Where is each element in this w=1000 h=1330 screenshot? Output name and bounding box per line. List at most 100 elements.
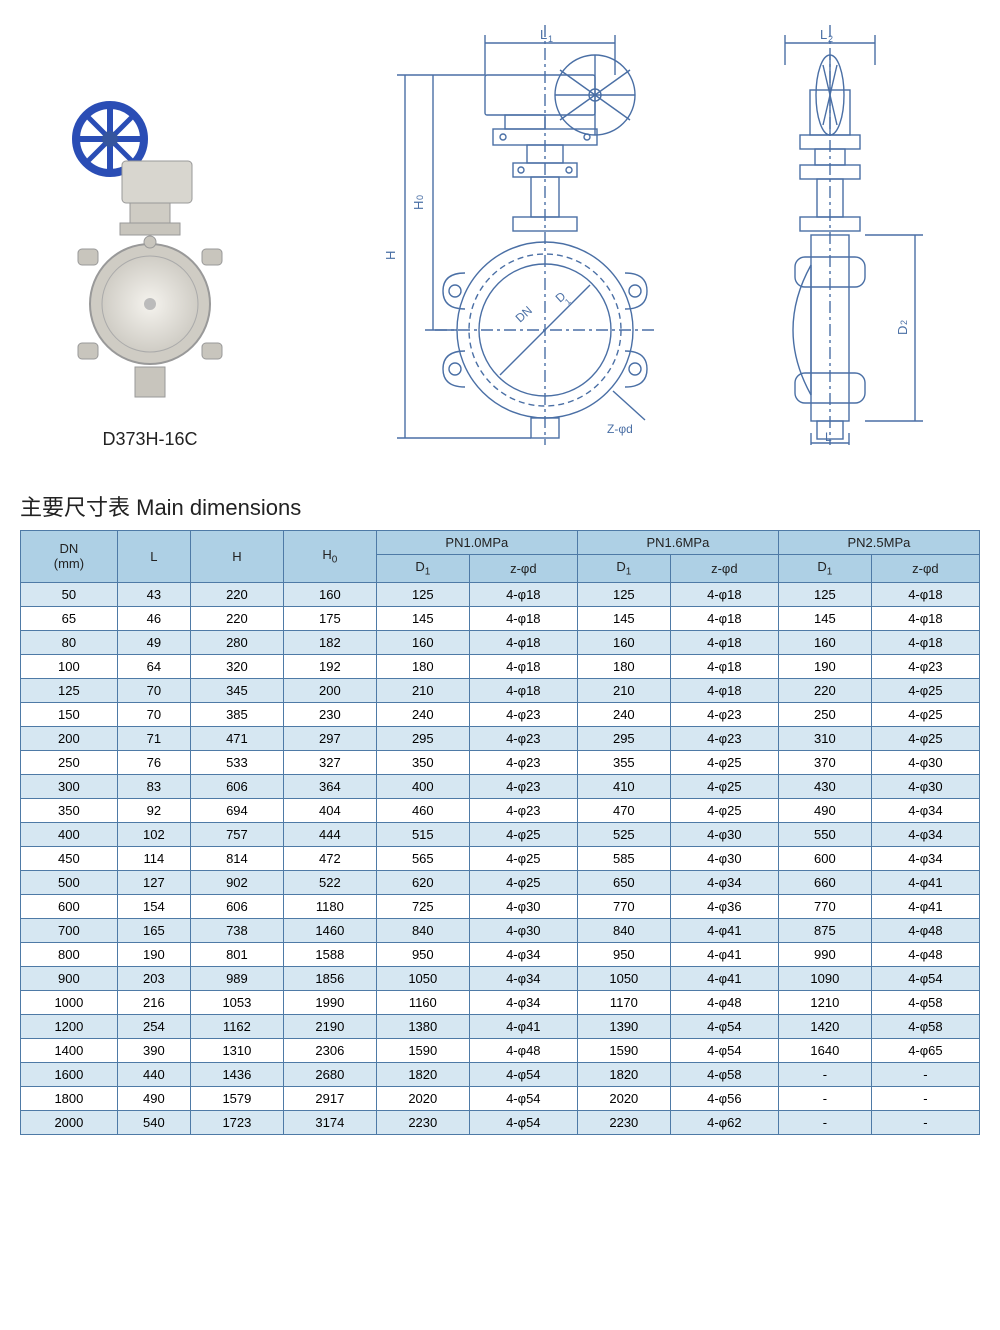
table-cell: 1090 (778, 966, 871, 990)
table-cell: 4-φ34 (469, 990, 577, 1014)
table-cell: 43 (117, 582, 190, 606)
table-cell: 565 (376, 846, 469, 870)
table-cell: 444 (283, 822, 376, 846)
table-cell: - (778, 1086, 871, 1110)
product-column: D373H-16C (20, 20, 280, 450)
svg-text:1: 1 (563, 296, 573, 306)
table-cell: 660 (778, 870, 871, 894)
table-cell: 1590 (577, 1038, 670, 1062)
table-cell: 770 (577, 894, 670, 918)
table-cell: 990 (778, 942, 871, 966)
table-cell: 4-φ25 (670, 774, 778, 798)
table-cell: 1380 (376, 1014, 469, 1038)
table-cell: 2020 (577, 1086, 670, 1110)
table-cell: 4-φ58 (871, 1014, 979, 1038)
table-row: 60015460611807254-φ307704-φ367704-φ41 (21, 894, 980, 918)
table-cell: 125 (577, 582, 670, 606)
svg-text:H: H (411, 201, 426, 210)
table-cell: 4-φ41 (670, 918, 778, 942)
table-cell: 757 (190, 822, 283, 846)
table-cell: 370 (778, 750, 871, 774)
table-cell: 364 (283, 774, 376, 798)
table-cell: 515 (376, 822, 469, 846)
table-cell: 4-φ30 (871, 750, 979, 774)
table-cell: 1210 (778, 990, 871, 1014)
table-cell: 410 (577, 774, 670, 798)
table-cell: 801 (190, 942, 283, 966)
table-cell: 390 (117, 1038, 190, 1062)
table-cell: 875 (778, 918, 871, 942)
table-row: 14003901310230615904-φ4815904-φ5416404-φ… (21, 1038, 980, 1062)
th-dn: DN(mm) (21, 531, 118, 583)
th-H0: H0 (283, 531, 376, 583)
table-cell: 4-φ54 (469, 1062, 577, 1086)
table-cell: 4-φ25 (871, 678, 979, 702)
table-cell: 70 (117, 702, 190, 726)
table-cell: 694 (190, 798, 283, 822)
table-cell: 4-φ62 (670, 1110, 778, 1134)
table-cell: 254 (117, 1014, 190, 1038)
table-cell: 490 (778, 798, 871, 822)
table-cell: 540 (117, 1110, 190, 1134)
table-row: 100643201921804-φ181804-φ181904-φ23 (21, 654, 980, 678)
table-cell: 400 (21, 822, 118, 846)
table-row: 250765333273504-φ233554-φ253704-φ30 (21, 750, 980, 774)
table-cell: - (778, 1062, 871, 1086)
table-cell: 1310 (190, 1038, 283, 1062)
table-cell: 297 (283, 726, 376, 750)
table-header: DN(mm) L H H0 PN1.0MPa PN1.6MPa PN2.5MPa… (21, 531, 980, 583)
table-cell: 1436 (190, 1062, 283, 1086)
table-cell: 606 (190, 894, 283, 918)
table-cell: 280 (190, 630, 283, 654)
table-cell: 4-φ18 (469, 582, 577, 606)
table-cell: 4-φ18 (469, 630, 577, 654)
svg-text:2: 2 (899, 320, 909, 325)
table-row: 70016573814608404-φ308404-φ418754-φ48 (21, 918, 980, 942)
table-cell: 1160 (376, 990, 469, 1014)
table-cell: 4-φ18 (670, 678, 778, 702)
table-cell: 2917 (283, 1086, 376, 1110)
table-cell: 4-φ36 (670, 894, 778, 918)
svg-text:DN: DN (513, 303, 535, 325)
table-cell: 4-φ30 (871, 774, 979, 798)
table-cell: 4-φ18 (469, 606, 577, 630)
table-cell: 525 (577, 822, 670, 846)
th-pn10: PN1.0MPa (376, 531, 577, 555)
th-zd-c: z-φd (871, 555, 979, 583)
table-cell: 70 (117, 678, 190, 702)
table-cell: 2000 (21, 1110, 118, 1134)
table-cell: 585 (577, 846, 670, 870)
table-cell: 71 (117, 726, 190, 750)
product-label: D373H-16C (102, 429, 197, 450)
svg-text:D: D (895, 326, 910, 335)
table-cell: 4-φ41 (469, 1014, 577, 1038)
table-cell: 4-φ18 (670, 606, 778, 630)
table-cell: 114 (117, 846, 190, 870)
table-cell: 4-φ48 (670, 990, 778, 1014)
table-cell: 350 (376, 750, 469, 774)
th-d1-a: D1 (376, 555, 469, 583)
product-image (50, 99, 250, 419)
table-cell: 533 (190, 750, 283, 774)
table-cell: 4-φ25 (469, 846, 577, 870)
table-cell: 100 (21, 654, 118, 678)
table-cell: 4-φ54 (670, 1014, 778, 1038)
table-cell: 1856 (283, 966, 376, 990)
top-section: D373H-16C L 1 (20, 20, 980, 450)
table-cell: 1000 (21, 990, 118, 1014)
table-cell: 4-φ54 (469, 1110, 577, 1134)
table-cell: 4-φ18 (670, 582, 778, 606)
table-cell: 1050 (577, 966, 670, 990)
table-cell: 4-φ25 (469, 870, 577, 894)
table-cell: 230 (283, 702, 376, 726)
table-cell: 220 (190, 582, 283, 606)
table-cell: 4-φ23 (469, 798, 577, 822)
table-cell: 50 (21, 582, 118, 606)
table-cell: 4-φ54 (670, 1038, 778, 1062)
table-cell: 65 (21, 606, 118, 630)
table-cell: 4-φ30 (670, 822, 778, 846)
table-cell: 200 (283, 678, 376, 702)
table-cell: 165 (117, 918, 190, 942)
table-cell: 4-φ56 (670, 1086, 778, 1110)
table-cell: 472 (283, 846, 376, 870)
